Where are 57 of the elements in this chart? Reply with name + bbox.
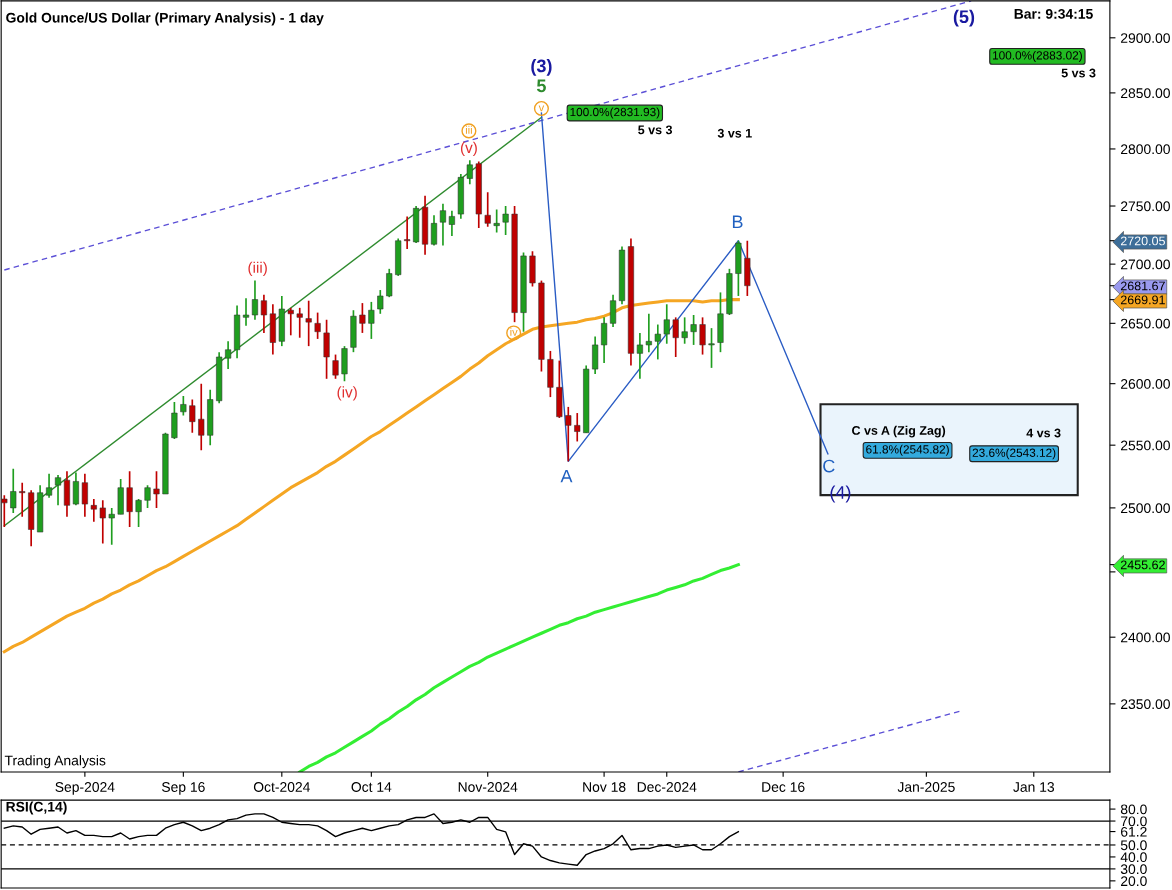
y-tick-label: 2400.00 — [1121, 632, 1170, 643]
annotation: C — [823, 459, 835, 473]
annotation: Trading Analysis — [4, 755, 106, 769]
y-tick-label: 70.0 — [1121, 816, 1147, 827]
annotation: 23.6%(2543.12) — [972, 448, 1056, 460]
x-tick-label: Oct 14 — [351, 782, 392, 792]
annotation: B — [732, 215, 743, 229]
annotation: iv — [510, 327, 518, 336]
text: Gold Ounce/US Dollar (Primary Analysis) - 1 day — [6, 12, 324, 26]
y-tick-label: 50.0 — [1120, 840, 1147, 851]
annotation: 5 vs 3 — [638, 125, 673, 135]
annotation: 5 — [536, 79, 546, 93]
y-tick-label: 2850.00 — [1121, 88, 1170, 99]
x-tick-label: Nov-2024 — [458, 782, 518, 792]
y-tick-label: 2700.00 — [1121, 259, 1170, 270]
annotation: 100.0%(2883.02) — [992, 50, 1082, 62]
y-tick-label: 2500.00 — [1121, 503, 1170, 514]
y-tick-label: 20.0 — [1121, 876, 1147, 887]
y-tick-label: 2800.00 — [1121, 144, 1170, 155]
y-tick-label: 2650.00 — [1121, 318, 1170, 329]
chart-title: RSI(C,14) — [6, 801, 67, 815]
x-tick-label: Dec-2024 — [637, 782, 697, 792]
annotation: 4 vs 3 — [1026, 428, 1061, 438]
y-tick-label: 2550.00 — [1121, 440, 1170, 451]
y-tick-label: 2350.00 — [1121, 699, 1170, 710]
annotation: (5) — [953, 9, 975, 27]
y-tick-label: 2720.05 — [1120, 236, 1165, 246]
x-tick-label: Sep-2024 — [55, 782, 115, 795]
annotation: 61.8%(2545.82) — [866, 444, 949, 456]
y-tick-label: 80.0 — [1120, 804, 1147, 815]
x-tick-label: Nov 18 — [583, 782, 626, 792]
annotation: C vs A (Zig Zag) — [852, 425, 946, 438]
y-tick-label: 2681.67 — [1120, 281, 1165, 291]
y-tick-label: 30.0 — [1120, 864, 1147, 875]
x-tick-label: Jan 13 — [1013, 782, 1055, 792]
annotation: (iii) — [248, 261, 267, 276]
annotation: (v) — [460, 141, 477, 157]
annotation: iii — [465, 125, 472, 134]
annotation: 100.0%(2831.93) — [570, 107, 660, 119]
y-tick-label: 2669.91 — [1120, 295, 1165, 305]
annotation: A — [560, 469, 573, 483]
y-tick-label: 2455.62 — [1120, 560, 1165, 570]
x-tick-label: Oct-2024 — [253, 782, 310, 792]
annotation: 5 vs 3 — [1061, 68, 1096, 78]
y-tick-label: 2600.00 — [1121, 379, 1170, 389]
y-tick-label: 2900.00 — [1121, 33, 1170, 43]
x-tick-label: Jan-2025 — [897, 782, 955, 792]
x-tick-label: Dec 16 — [762, 782, 805, 792]
annotation: Bar: 9:34:15 — [1014, 8, 1093, 19]
annotation: v — [538, 105, 545, 112]
y-tick-label: 40.0 — [1120, 852, 1147, 863]
annotation: (iv) — [337, 386, 357, 401]
annotation: (3) — [531, 59, 552, 76]
y-tick-label: 2750.00 — [1121, 201, 1170, 212]
annotation: 3 vs 1 — [717, 128, 752, 138]
y-tick-label: 61.2 — [1121, 826, 1147, 837]
x-tick-label: Sep 16 — [161, 782, 205, 795]
